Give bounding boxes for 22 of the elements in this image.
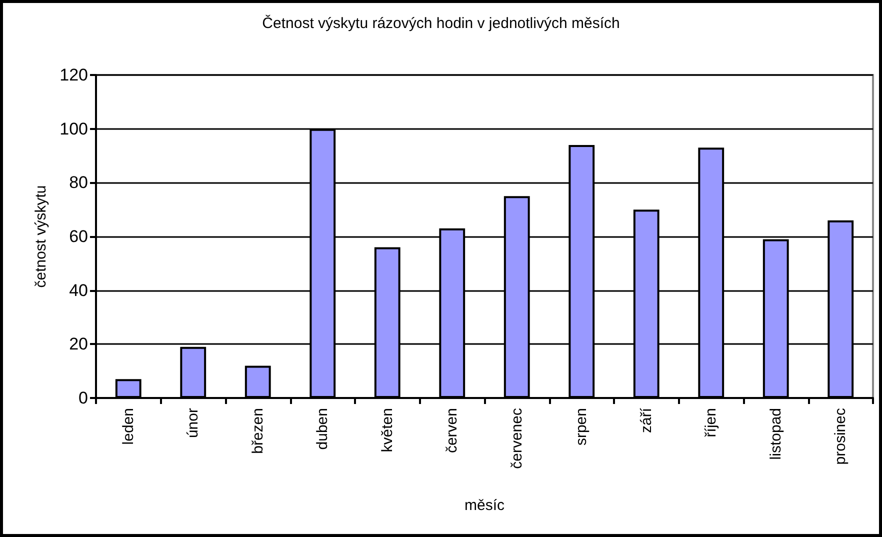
x-tick-label: srpen — [573, 408, 590, 446]
y-tick-label: 20 — [69, 334, 88, 354]
x-tick-label: říjen — [702, 408, 720, 438]
x-tick-label: leden — [120, 408, 137, 445]
x-tick-label: květen — [378, 408, 396, 452]
x-tick-label: červenec — [508, 408, 526, 469]
x-tick-label: únor — [184, 408, 202, 438]
x-tick-label: duben — [314, 408, 332, 450]
x-tick-label: březen — [249, 408, 266, 454]
y-axis-title: četnost výskytu — [32, 185, 50, 288]
x-tick-label: září — [638, 407, 655, 434]
y-tick-label: 80 — [69, 173, 88, 192]
y-tick-label: 60 — [69, 227, 88, 246]
y-tick-label: 120 — [60, 66, 88, 84]
x-tick-label: prosinec — [832, 408, 850, 465]
y-tick-label: 100 — [60, 119, 88, 138]
y-tick-label: 40 — [69, 280, 88, 300]
x-axis-title: měsíc — [464, 497, 505, 514]
x-tick-label: červen — [444, 408, 461, 454]
x-tick-label: listopad — [767, 408, 784, 460]
y-tick-label: 0 — [78, 388, 88, 408]
chart-title: Četnost výskytu rázových hodin v jednotlivých měsích — [262, 14, 620, 32]
